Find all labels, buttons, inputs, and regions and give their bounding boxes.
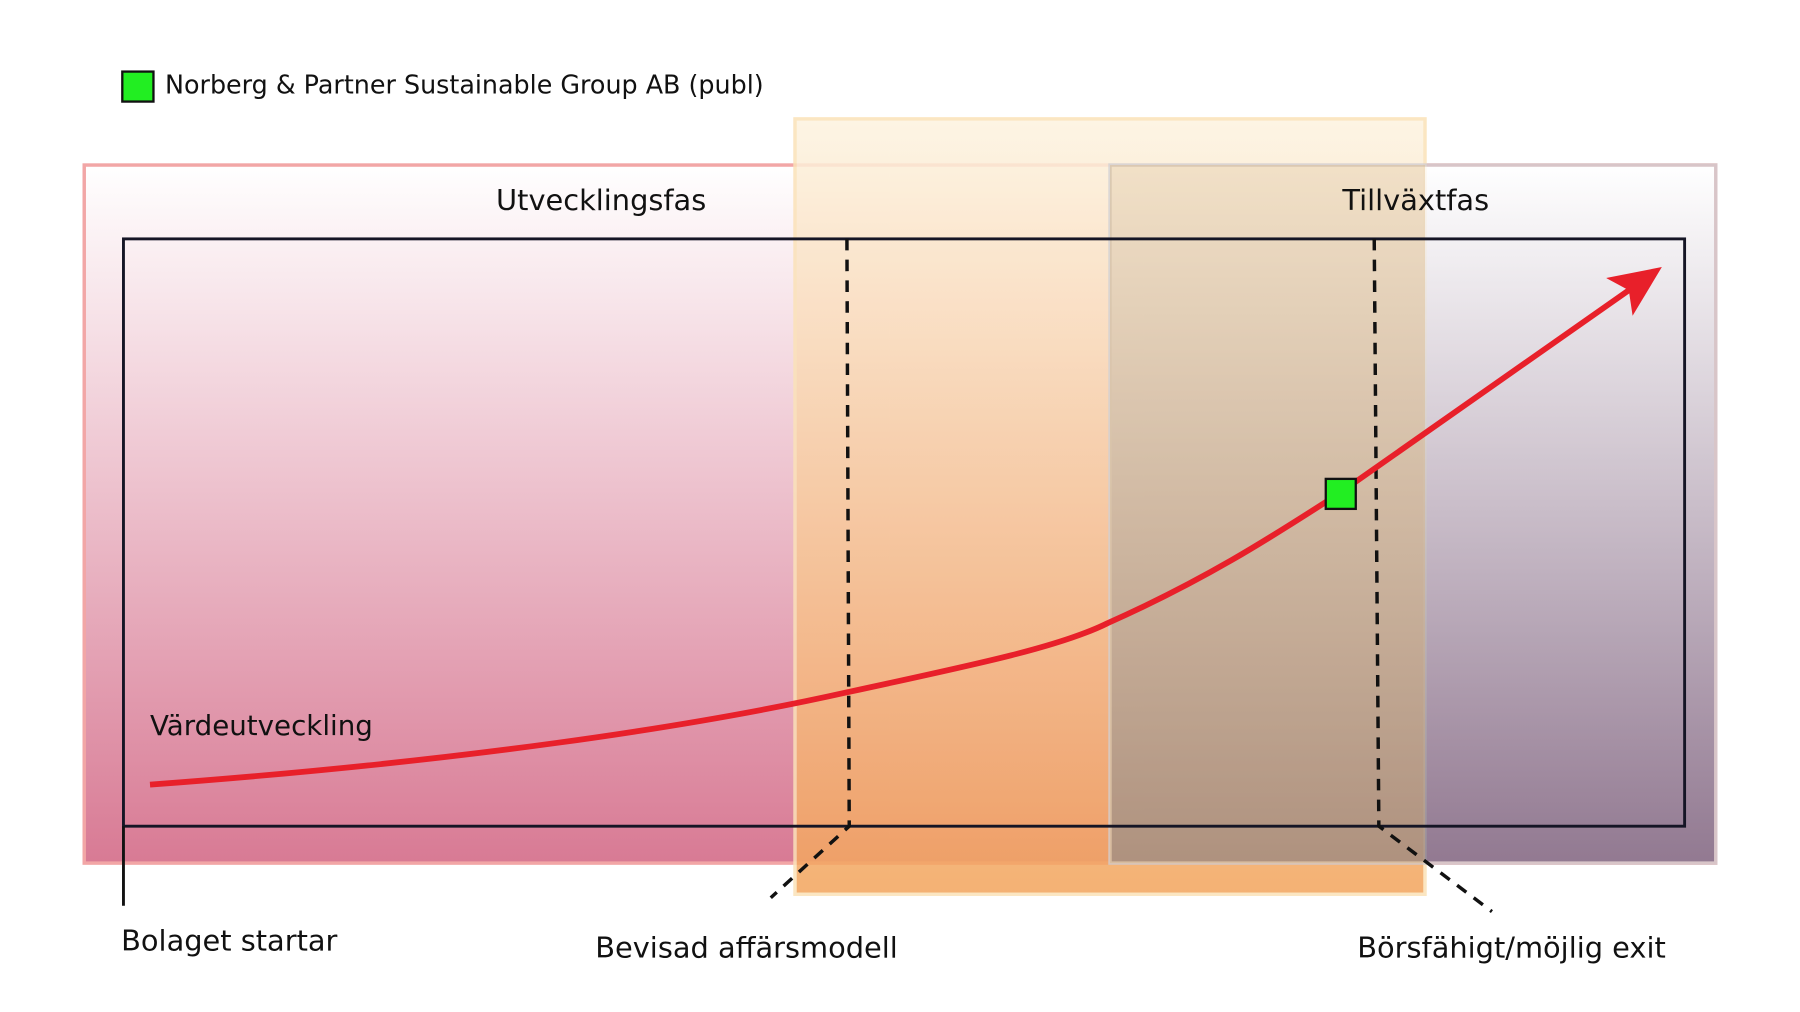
milestone-label: Bevisad affärsmodell <box>595 931 898 965</box>
legend-label: Norberg & Partner Sustainable Group AB (… <box>165 70 764 100</box>
exit-line <box>1372 238 1493 913</box>
curve-label: Värdeutveckling <box>150 709 373 742</box>
frame <box>122 237 1687 828</box>
overlap-area <box>1110 165 1425 864</box>
proof-line <box>769 238 851 900</box>
value-curve <box>149 267 1662 788</box>
milestone-label: Bolaget startar <box>121 924 337 958</box>
legend-swatch <box>121 70 155 103</box>
phase-label: Utvecklingsfas <box>496 183 706 217</box>
phase-label: Tillväxtfas <box>1341 183 1489 217</box>
company-marker <box>1324 477 1357 511</box>
milestone-label: Börsfähigt/möjlig exit <box>1357 931 1666 965</box>
